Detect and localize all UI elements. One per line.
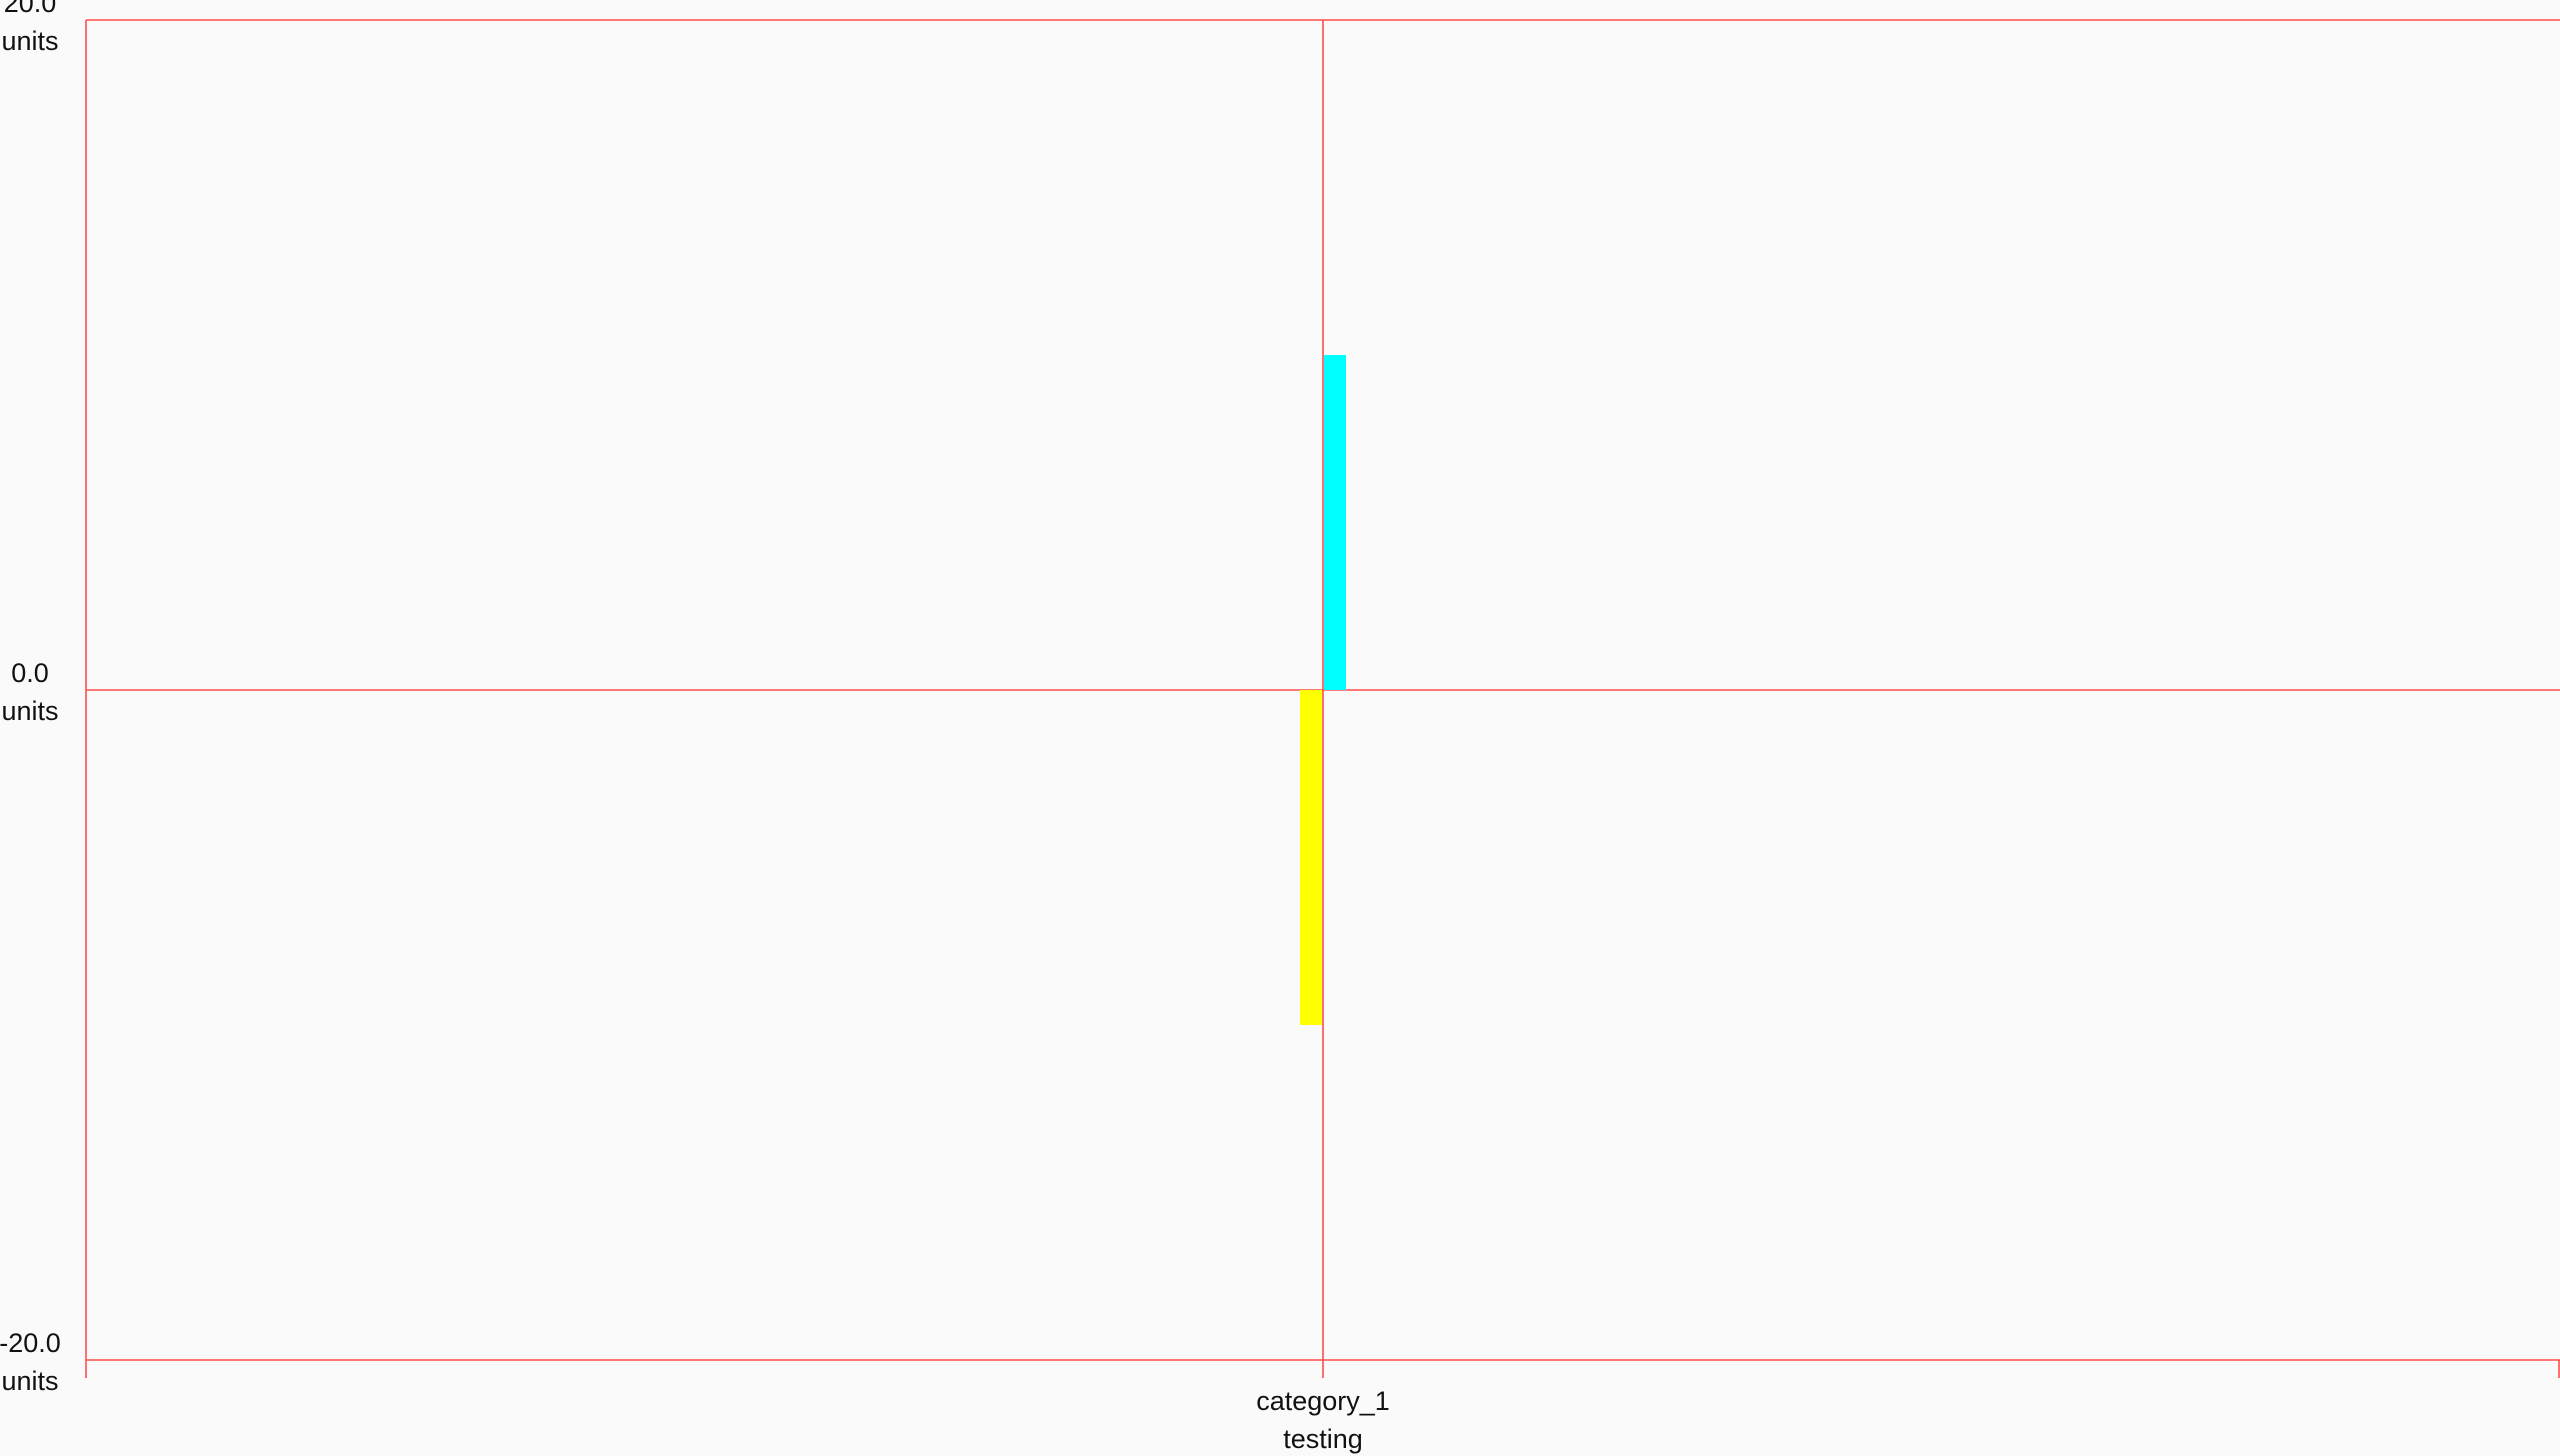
y-axis-tick-labels: 20.0 units 0.0 units -20.0 units	[0, 0, 61, 1396]
bar	[1324, 355, 1346, 690]
y-tick-label: 0.0	[11, 658, 49, 688]
y-tick-label: -20.0	[0, 1328, 61, 1358]
bar	[1300, 690, 1322, 1025]
y-tick-unit: units	[1, 26, 58, 56]
y-tick-label: 20.0	[4, 0, 57, 18]
bars	[1300, 355, 1346, 1025]
x-tick-sublabel: testing	[1283, 1424, 1363, 1454]
y-tick-unit: units	[1, 696, 58, 726]
x-tick-label: category_1	[1256, 1386, 1390, 1416]
y-tick-unit: units	[1, 1366, 58, 1396]
grid-lines	[85, 19, 2560, 1378]
